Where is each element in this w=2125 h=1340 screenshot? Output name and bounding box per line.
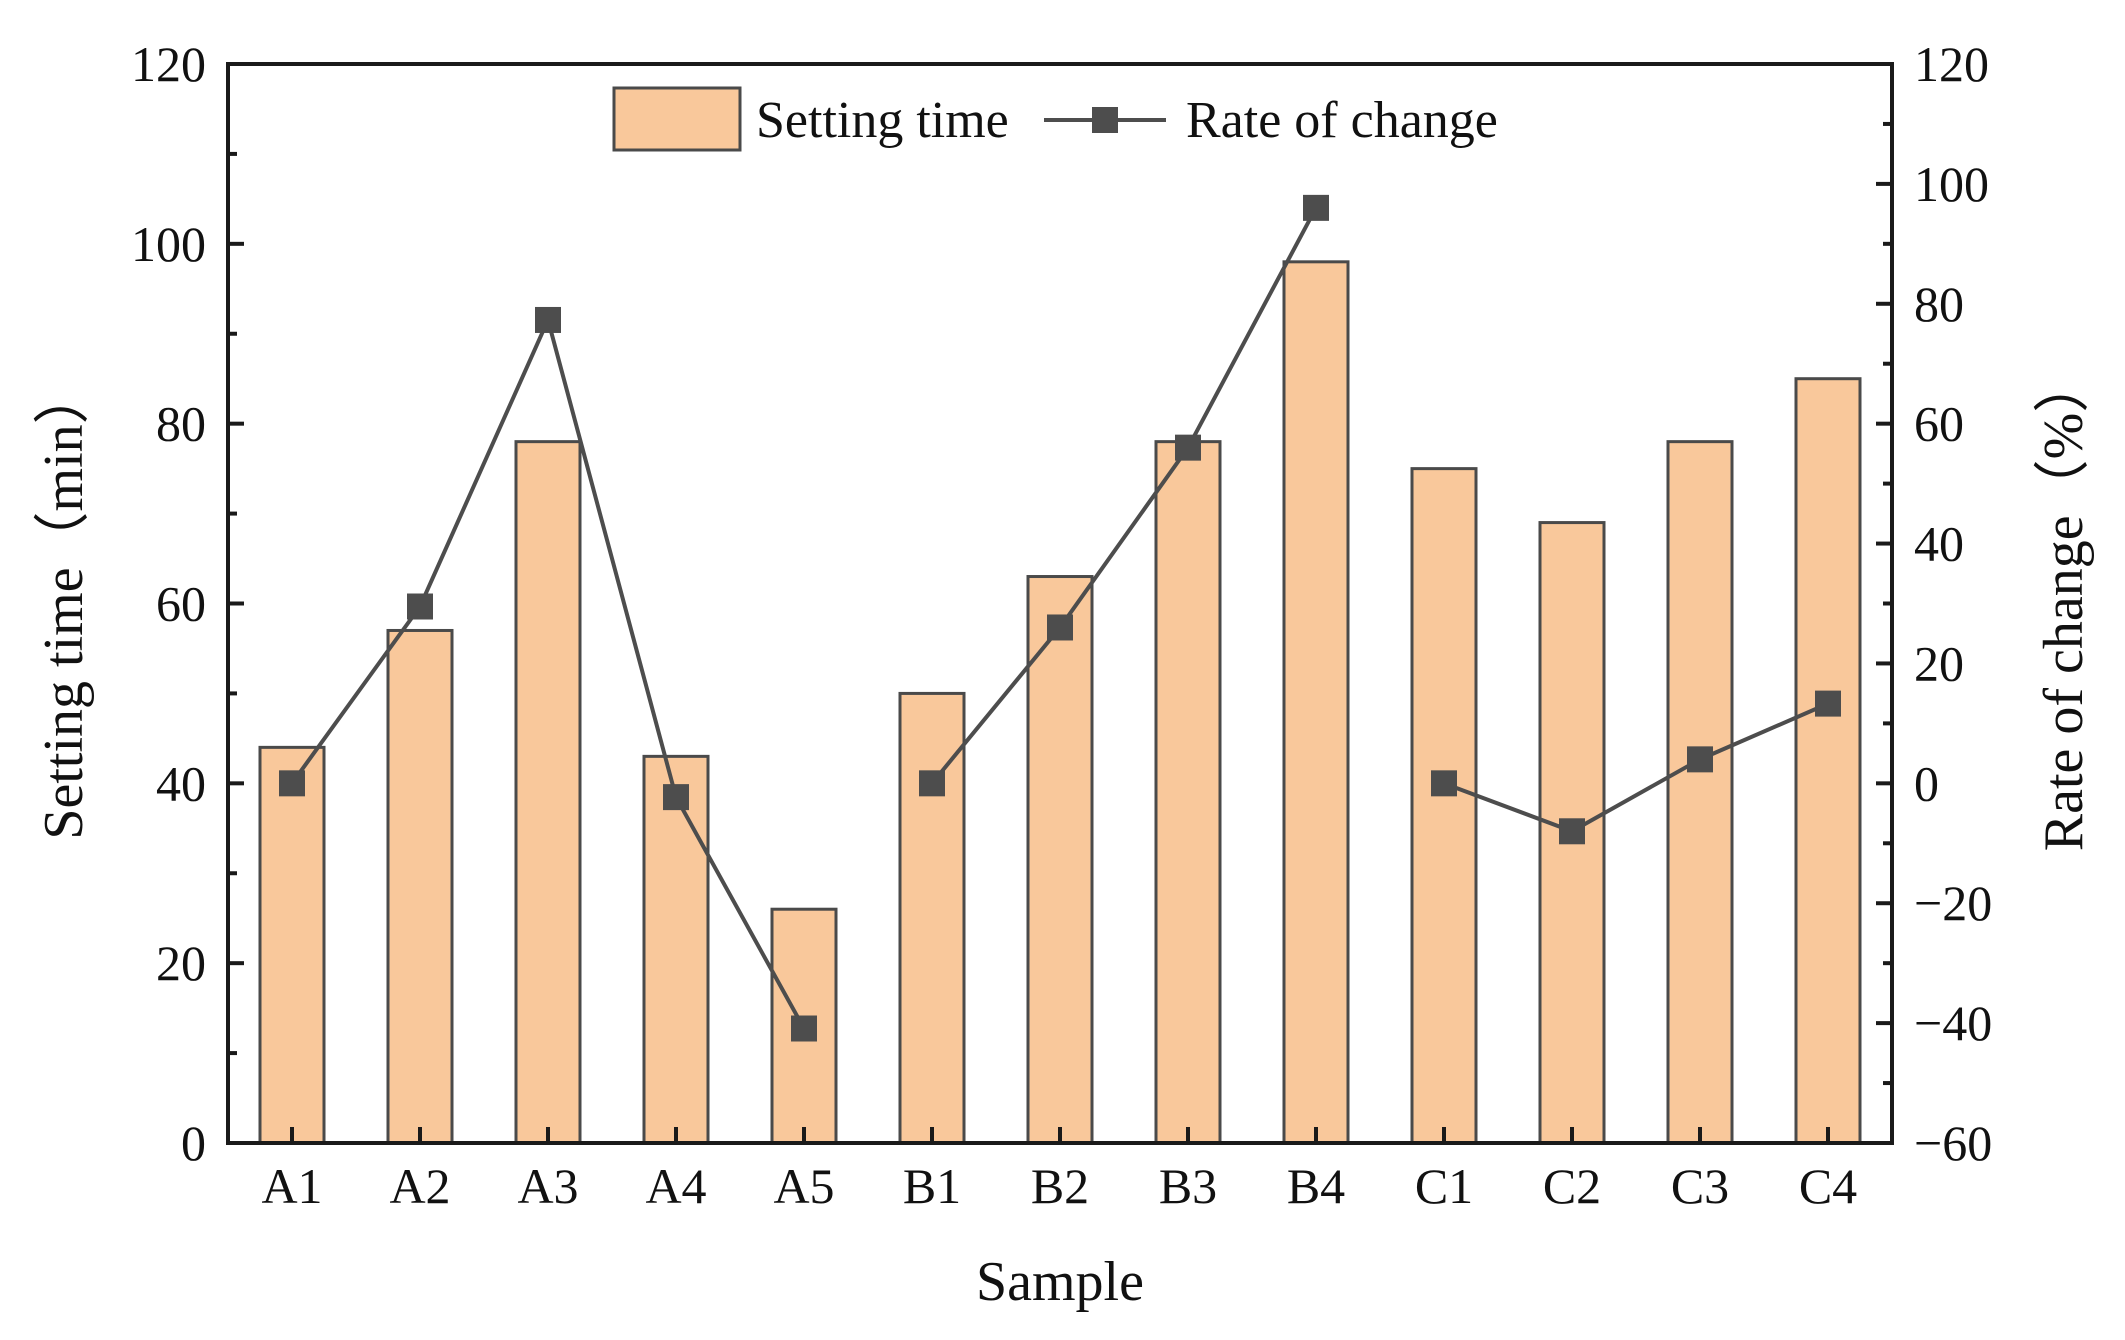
y-tick-label: 120 [131,36,206,92]
y2-axis-title: Rate of change（%） [2033,357,2095,851]
y2-tick-label: −60 [1914,1115,1992,1171]
y2-tick-label: 60 [1914,396,1964,452]
rate-point-A2 [407,593,433,620]
y-axis-title: Setting time（min） [33,368,95,839]
rate-line-segment-2 [930,206,1318,785]
rate-point-B1 [919,770,945,797]
y2-tick-label: 0 [1914,755,1939,811]
legend-swatch-setting-time [612,86,742,152]
bar-B2 [1026,575,1094,1145]
bar-A3 [514,440,582,1145]
labels-layer: 0 20 40 60 80 100 120 −60 −40 −20 0 20 40 60 80 100 120 A… [131,36,1992,1214]
y-tick-label: 80 [156,396,206,452]
x-tick-label-B4: B4 [1287,1158,1345,1214]
rate-point-B4 [1303,194,1329,221]
x-tick-label-A1: A1 [261,1158,322,1214]
rate-point-C1 [1431,770,1457,797]
x-tick-label-C2: C2 [1543,1158,1601,1214]
rate-point-A4 [663,784,689,811]
line-layer [279,194,1841,1042]
x-tick-label-B2: B2 [1031,1158,1089,1214]
x-tick-label-A4: A4 [645,1158,706,1214]
y2-tick-label: 20 [1914,635,1964,691]
x-axis-title: Sample [976,1251,1144,1313]
x-tick-label-A3: A3 [517,1158,578,1214]
x-tick-label-B3: B3 [1159,1158,1217,1214]
legend-marker-rate-of-change [1092,107,1118,133]
y-tick-label: 0 [181,1115,206,1171]
bar-A1 [258,745,326,1145]
rate-point-C4 [1815,690,1841,717]
bar-B3 [1154,440,1222,1145]
y2-tick-label: 100 [1914,156,1989,212]
rate-point-A1 [279,770,305,797]
y2-tick-label: −40 [1914,995,1992,1051]
y-tick-label: 60 [156,576,206,632]
bar-C3 [1666,440,1734,1145]
y2-tick-label: 80 [1914,276,1964,332]
rate-point-A5 [791,1015,817,1042]
legend-label-rate-of-change: Rate of change [1186,92,1498,149]
legend-label-setting-time: Setting time [756,92,1009,149]
bars-layer [258,260,1862,1145]
bar-B4 [1282,260,1350,1145]
y2-tick-label: 120 [1914,36,1989,92]
rate-point-A3 [535,306,561,333]
bar-A2 [386,628,454,1145]
x-tick-label-B1: B1 [903,1158,961,1214]
x-tick-label-A2: A2 [389,1158,450,1214]
rate-point-B2 [1047,614,1073,641]
x-tick-label-A5: A5 [773,1158,834,1214]
x-tick-label-C3: C3 [1671,1158,1729,1214]
rate-line-segment-3 [1443,701,1829,834]
bar-C1 [1410,467,1478,1145]
y2-tick-label: 40 [1914,516,1964,572]
y2-tick-label: −20 [1914,875,1992,931]
y-tick-label: 100 [131,216,206,272]
rate-point-B3 [1175,434,1201,461]
rate-point-C2 [1559,818,1585,845]
bar-A4 [642,754,710,1145]
ticks-layer [228,62,1892,1145]
y-tick-label: 40 [156,755,206,811]
x-tick-label-C4: C4 [1799,1158,1857,1214]
x-tick-label-C1: C1 [1415,1158,1473,1214]
legend: Setting time Rate of change [612,86,1498,152]
y-tick-label: 20 [156,935,206,991]
bar-C4 [1794,377,1862,1145]
bar-B1 [898,691,966,1145]
rate-point-C3 [1687,746,1713,773]
